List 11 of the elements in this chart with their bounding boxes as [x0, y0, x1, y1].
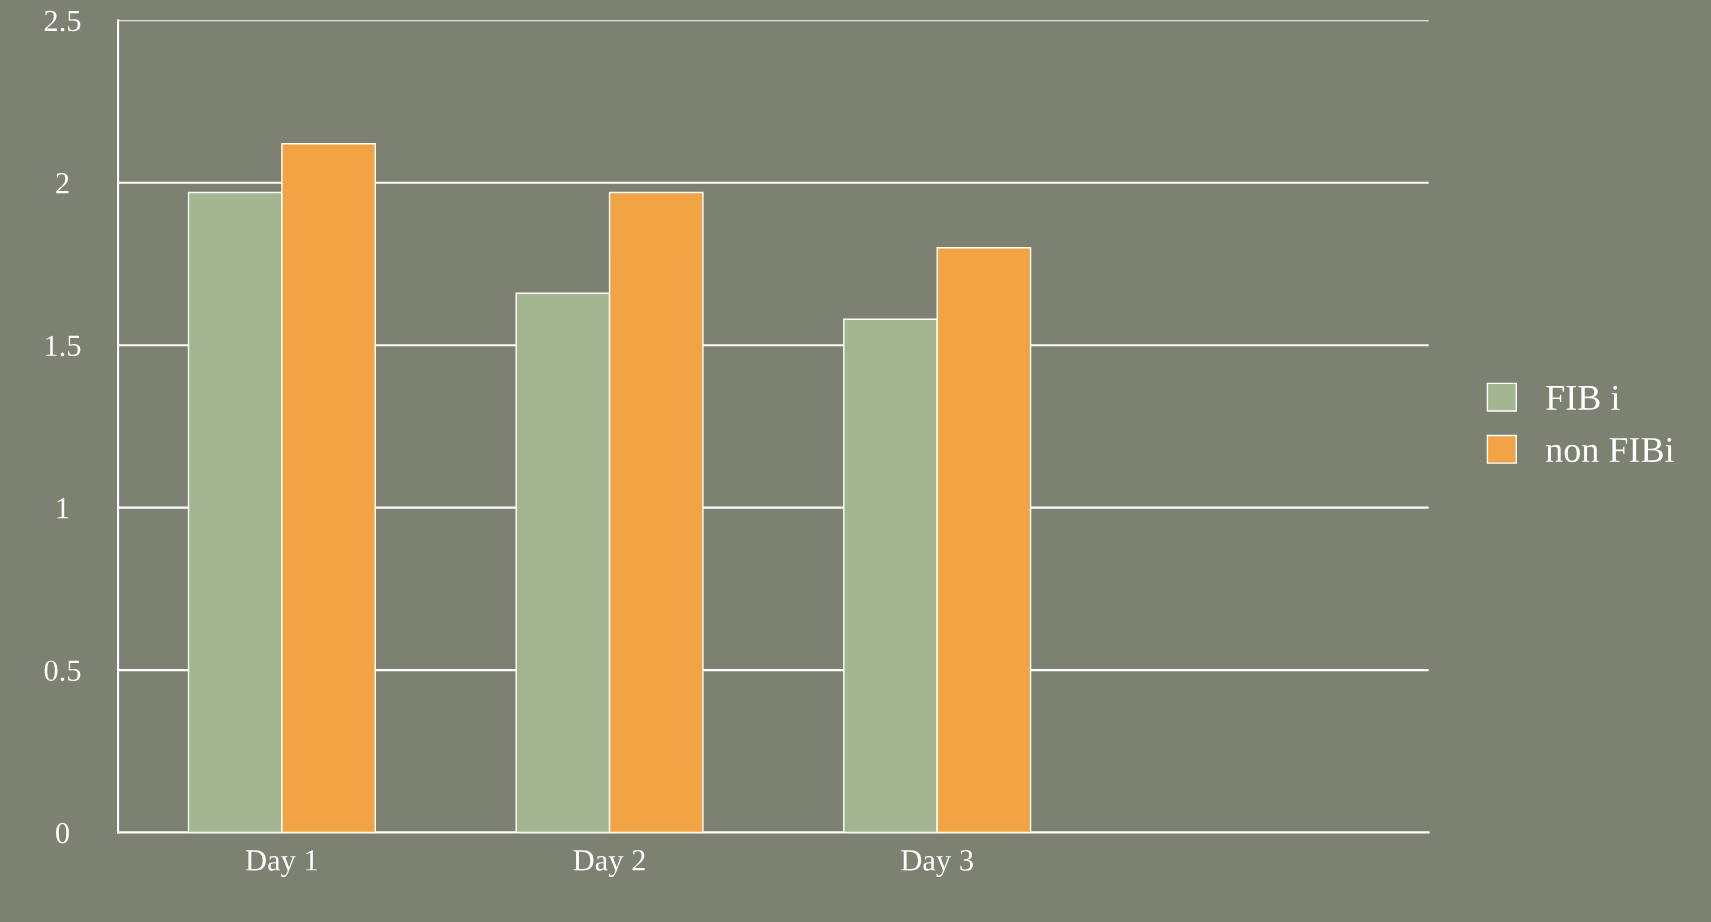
- y-tick-label: 1.5: [46, 335, 81, 357]
- y-tick-label: 2.5: [44, 10, 81, 32]
- x-tick-label: Day 3: [901, 850, 973, 877]
- y-tick-label: 1: [57, 498, 69, 519]
- legend-label: non FIBi: [1546, 437, 1674, 463]
- y-tick-label: 0.5: [44, 660, 81, 682]
- y-tick-label: 0: [56, 822, 69, 844]
- legend-label: FIB i: [1546, 385, 1620, 410]
- x-tick-label: Day 2: [573, 850, 645, 877]
- x-tick-label: Day 1: [245, 850, 317, 877]
- y-tick-label: 2: [56, 173, 69, 194]
